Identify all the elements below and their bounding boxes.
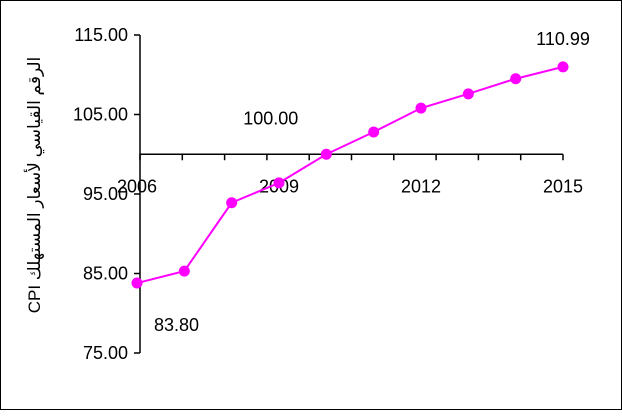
data-label: 83.80	[154, 315, 199, 335]
data-point	[178, 265, 190, 277]
data-point	[320, 148, 332, 160]
y-tick-label: 105.00	[73, 105, 128, 125]
data-point	[415, 102, 427, 114]
data-label: 110.99	[536, 29, 590, 49]
y-axis: 75.00 85.00 95.00 105.00 115.00	[73, 25, 141, 363]
y-axis-label: الرقم القياسي لأسعار المستهلك CPI	[24, 57, 45, 314]
data-labels: 83.80 100.00 110.99	[154, 29, 590, 335]
x-tick-label: 2006	[117, 176, 157, 196]
y-tick-label: 75.00	[83, 343, 128, 363]
y-tick-label: 95.00	[83, 184, 128, 204]
x-tick-label: 2012	[401, 176, 441, 196]
data-point	[557, 61, 569, 73]
series-line	[136, 65, 564, 285]
data-point	[368, 126, 380, 138]
data-label: 100.00	[243, 108, 298, 128]
x-tick-label: 2015	[543, 176, 583, 196]
data-point	[273, 177, 285, 189]
data-point	[462, 88, 474, 100]
series-cpi	[131, 61, 569, 289]
data-point	[510, 73, 522, 85]
y-tick-label: 85.00	[83, 264, 128, 284]
data-point	[131, 277, 143, 289]
y-tick-label: 115.00	[74, 25, 128, 45]
data-point	[226, 197, 238, 209]
